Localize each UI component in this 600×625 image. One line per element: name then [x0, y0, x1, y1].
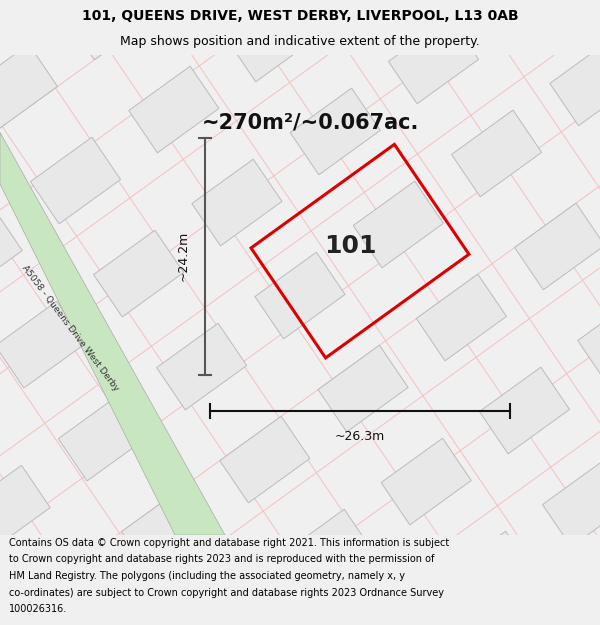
Polygon shape: [0, 208, 22, 295]
Polygon shape: [283, 509, 373, 596]
Polygon shape: [129, 66, 219, 153]
Polygon shape: [452, 110, 542, 197]
Polygon shape: [121, 488, 212, 574]
Polygon shape: [479, 367, 569, 454]
Text: to Crown copyright and database rights 2023 and is reproduced with the permissio: to Crown copyright and database rights 2…: [9, 554, 434, 564]
Polygon shape: [58, 394, 148, 481]
Text: 101, QUEENS DRIVE, WEST DERBY, LIVERPOOL, L13 0AB: 101, QUEENS DRIVE, WEST DERBY, LIVERPOOL…: [82, 9, 518, 24]
Polygon shape: [220, 416, 310, 503]
Polygon shape: [388, 17, 479, 104]
Text: co-ordinates) are subject to Crown copyright and database rights 2023 Ordnance S: co-ordinates) are subject to Crown copyr…: [9, 588, 444, 598]
Polygon shape: [578, 296, 600, 382]
Text: 101: 101: [324, 234, 376, 258]
Text: ~24.2m: ~24.2m: [176, 231, 190, 281]
Polygon shape: [0, 301, 85, 388]
Text: A5058 - Queens Drive West Derby: A5058 - Queens Drive West Derby: [20, 264, 120, 393]
Polygon shape: [192, 159, 282, 246]
Polygon shape: [0, 44, 58, 131]
Polygon shape: [542, 460, 600, 547]
Text: Map shows position and indicative extent of the property.: Map shows position and indicative extent…: [120, 35, 480, 48]
Polygon shape: [381, 438, 471, 525]
Polygon shape: [227, 0, 317, 82]
Polygon shape: [416, 274, 506, 361]
Text: HM Land Registry. The polygons (including the associated geometry, namely x, y: HM Land Registry. The polygons (includin…: [9, 571, 405, 581]
Polygon shape: [31, 138, 121, 224]
Polygon shape: [550, 39, 600, 126]
Text: ~270m²/~0.067ac.: ~270m²/~0.067ac.: [202, 112, 419, 132]
Polygon shape: [444, 531, 535, 618]
Polygon shape: [353, 181, 443, 268]
Polygon shape: [318, 345, 408, 432]
Polygon shape: [290, 88, 380, 175]
Text: 100026316.: 100026316.: [9, 604, 67, 614]
Polygon shape: [0, 466, 50, 552]
Polygon shape: [515, 203, 600, 290]
Text: Contains OS data © Crown copyright and database right 2021. This information is : Contains OS data © Crown copyright and d…: [9, 538, 449, 548]
Polygon shape: [255, 252, 345, 339]
Polygon shape: [0, 132, 225, 535]
Polygon shape: [157, 323, 247, 410]
Polygon shape: [65, 0, 156, 60]
Polygon shape: [94, 230, 184, 317]
Text: ~26.3m: ~26.3m: [335, 431, 385, 443]
